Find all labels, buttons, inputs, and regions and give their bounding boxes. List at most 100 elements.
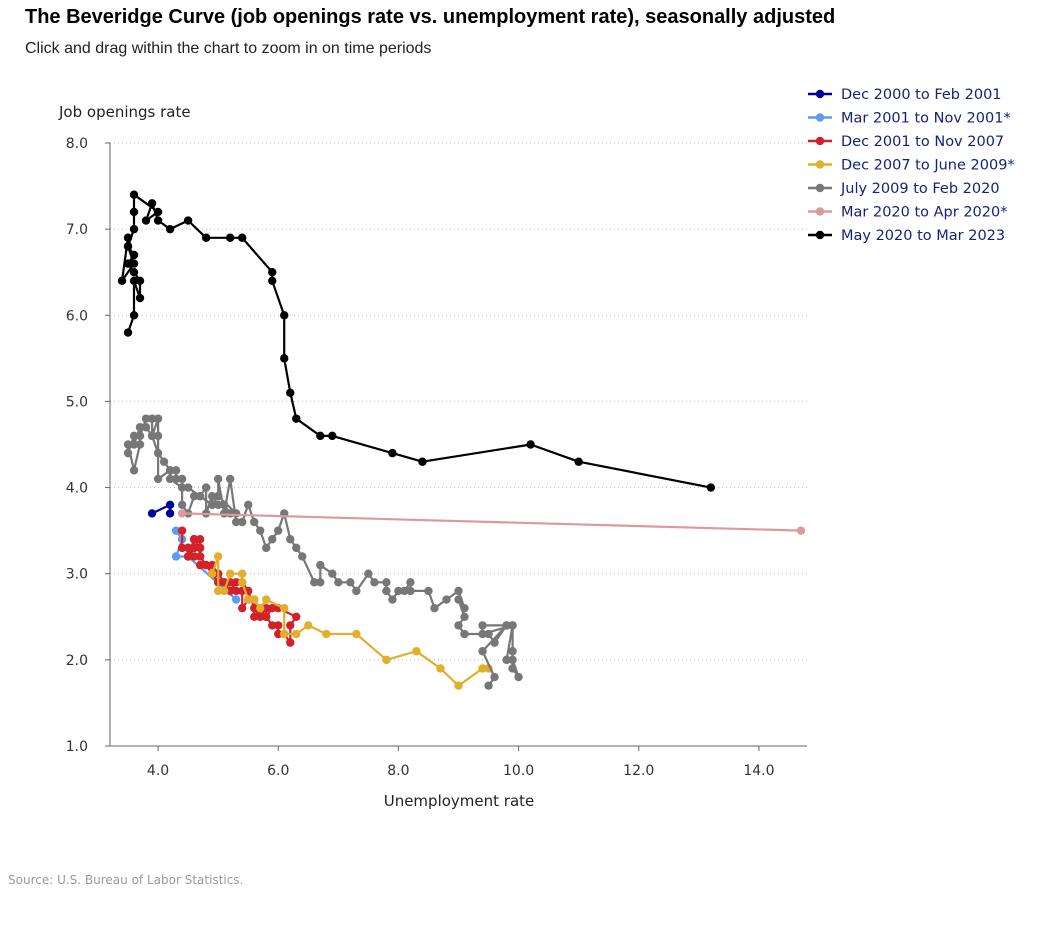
data-point[interactable] — [304, 621, 313, 630]
series-july-2009-to-feb-2020[interactable] — [123, 414, 523, 690]
data-point[interactable] — [262, 595, 271, 604]
data-point[interactable] — [129, 250, 139, 260]
data-point[interactable] — [135, 276, 145, 286]
data-point[interactable] — [352, 629, 361, 639]
data-point[interactable] — [153, 216, 163, 225]
data-point[interactable] — [207, 569, 217, 578]
data-point[interactable] — [508, 655, 517, 665]
data-point[interactable] — [478, 664, 487, 673]
data-point[interactable] — [460, 612, 469, 621]
data-point[interactable] — [129, 190, 139, 199]
data-point[interactable] — [129, 431, 139, 441]
data-point[interactable] — [213, 474, 223, 484]
legend-item-mar-2020-to-apr-2020[interactable]: Mar 2020 to Apr 2020* — [808, 205, 1008, 221]
data-point[interactable] — [382, 578, 391, 587]
data-point[interactable] — [243, 595, 253, 604]
data-point[interactable] — [141, 216, 151, 225]
data-point[interactable] — [141, 423, 151, 432]
data-point[interactable] — [412, 647, 421, 656]
data-point[interactable] — [213, 586, 223, 596]
data-point[interactable] — [213, 500, 223, 509]
data-point[interactable] — [316, 431, 325, 441]
data-point[interactable] — [129, 311, 139, 320]
data-point[interactable] — [484, 629, 493, 639]
data-point[interactable] — [460, 629, 469, 639]
data-point[interactable] — [123, 233, 133, 242]
data-point[interactable] — [147, 414, 157, 423]
data-point[interactable] — [268, 603, 277, 613]
data-point[interactable] — [574, 457, 583, 466]
data-point[interactable] — [225, 233, 235, 242]
data-point[interactable] — [213, 552, 223, 561]
data-point[interactable] — [177, 509, 187, 518]
data-point[interactable] — [231, 517, 241, 527]
data-point[interactable] — [292, 543, 301, 553]
data-point[interactable] — [406, 578, 415, 587]
data-point[interactable] — [171, 526, 181, 535]
data-point[interactable] — [394, 586, 403, 596]
data-point[interactable] — [195, 552, 205, 561]
data-point[interactable] — [280, 354, 289, 363]
data-point[interactable] — [195, 491, 205, 501]
data-point[interactable] — [256, 603, 265, 613]
data-point[interactable] — [508, 621, 517, 630]
data-point[interactable] — [183, 552, 193, 561]
data-point[interactable] — [316, 578, 325, 587]
data-point[interactable] — [502, 655, 511, 665]
data-point[interactable] — [286, 621, 295, 630]
data-point[interactable] — [328, 569, 337, 578]
data-point[interactable] — [280, 311, 289, 320]
data-point[interactable] — [141, 414, 151, 423]
data-point[interactable] — [165, 500, 175, 509]
data-point[interactable] — [129, 268, 139, 277]
legend-item-dec-2007-to-june-2009[interactable]: Dec 2007 to June 2009* — [808, 158, 1015, 174]
legend-item-may-2020-to-mar-2023[interactable]: May 2020 to Mar 2023 — [808, 228, 1005, 244]
data-point[interactable] — [280, 603, 289, 613]
data-point[interactable] — [454, 681, 463, 690]
data-point[interactable] — [201, 560, 211, 570]
data-point[interactable] — [502, 621, 511, 630]
data-point[interactable] — [478, 647, 487, 656]
data-point[interactable] — [153, 414, 163, 423]
data-point[interactable] — [171, 474, 181, 484]
data-point[interactable] — [153, 207, 163, 217]
data-point[interactable] — [268, 276, 277, 286]
data-point[interactable] — [177, 474, 187, 484]
data-point[interactable] — [706, 483, 716, 492]
data-point[interactable] — [135, 423, 145, 432]
data-point[interactable] — [219, 500, 229, 509]
data-point[interactable] — [159, 457, 169, 466]
data-point[interactable] — [207, 500, 217, 509]
data-point[interactable] — [280, 629, 289, 639]
data-point[interactable] — [526, 440, 535, 449]
data-point[interactable] — [286, 535, 295, 544]
data-point[interactable] — [316, 560, 325, 570]
data-point[interactable] — [117, 276, 127, 286]
data-point[interactable] — [123, 242, 133, 251]
data-point[interactable] — [201, 233, 211, 242]
data-point[interactable] — [490, 638, 499, 647]
data-point[interactable] — [370, 578, 379, 587]
data-point[interactable] — [256, 612, 265, 621]
data-point[interactable] — [153, 474, 163, 484]
data-point[interactable] — [165, 509, 175, 518]
data-point[interactable] — [292, 612, 301, 621]
data-point[interactable] — [250, 612, 259, 621]
data-point[interactable] — [454, 621, 463, 630]
data-point[interactable] — [237, 569, 247, 578]
data-point[interactable] — [129, 259, 139, 268]
data-point[interactable] — [256, 526, 265, 535]
data-point[interactable] — [274, 621, 283, 630]
data-point[interactable] — [189, 535, 199, 544]
data-point[interactable] — [268, 535, 277, 544]
data-point[interactable] — [213, 491, 223, 501]
data-point[interactable] — [454, 586, 463, 596]
data-point[interactable] — [382, 586, 391, 596]
data-point[interactable] — [328, 431, 337, 441]
data-point[interactable] — [129, 276, 139, 286]
data-point[interactable] — [225, 569, 235, 578]
data-point[interactable] — [310, 578, 319, 587]
legend-item-july-2009-to-feb-2020[interactable]: July 2009 to Feb 2020 — [808, 181, 1000, 197]
data-point[interactable] — [123, 259, 133, 268]
data-point[interactable] — [129, 466, 139, 475]
